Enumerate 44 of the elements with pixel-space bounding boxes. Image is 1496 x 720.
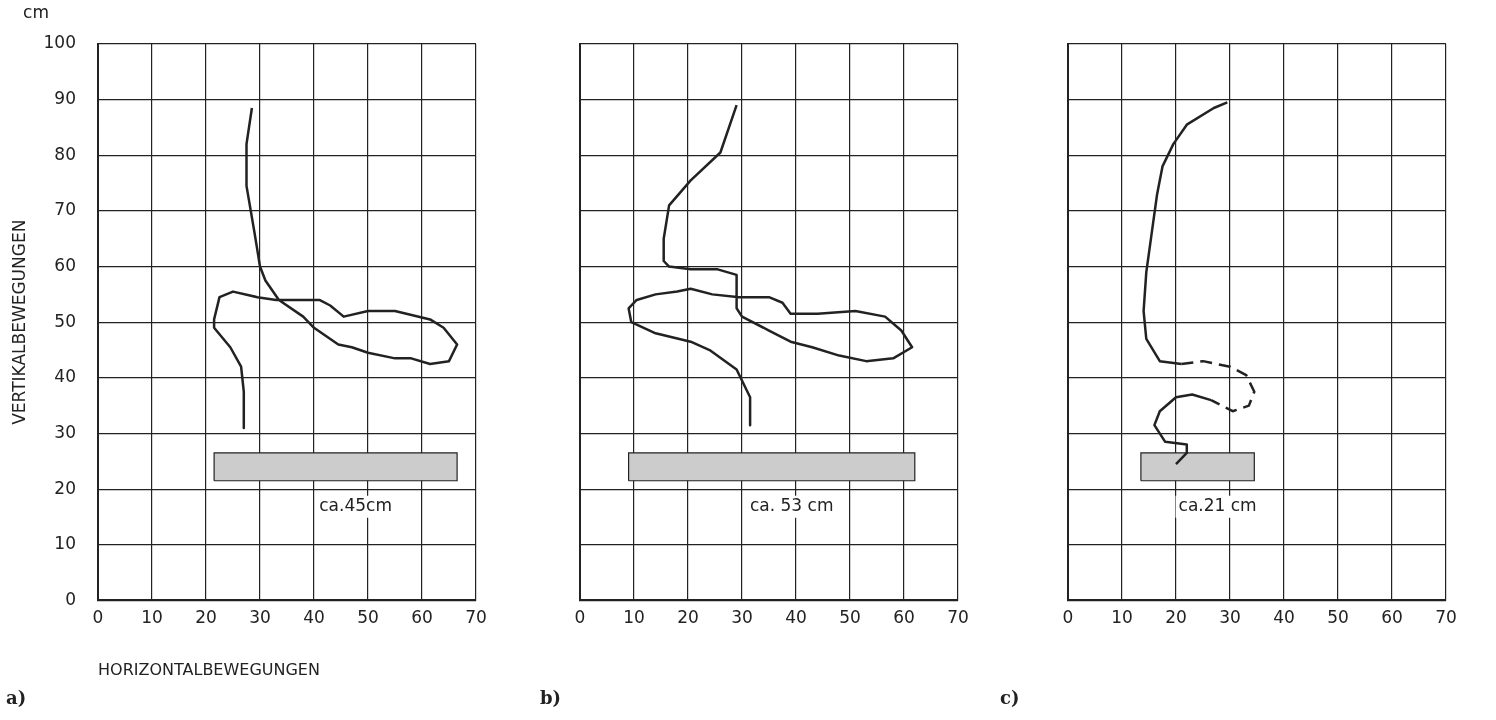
x-tick-label: 0 [92, 607, 104, 628]
y-tick-label: 70 [54, 199, 76, 220]
x-tick-label: 60 [893, 607, 915, 628]
annotation: ca.45cm [319, 495, 392, 516]
x-tick-label: 10 [623, 607, 645, 628]
y-tick-label: 60 [54, 254, 76, 275]
y-tick-label: 0 [65, 588, 76, 609]
x-tick-label: 0 [1062, 607, 1074, 628]
annotation: ca.21 cm [1178, 495, 1257, 516]
x-tick-label: 60 [1381, 607, 1403, 628]
x-tick-label: 50 [357, 607, 379, 628]
y-axis-title: VERTIKALBEWEGUNGEN [8, 219, 29, 425]
x-tick-label: 50 [1327, 607, 1349, 628]
x-tick-label: 10 [141, 607, 163, 628]
annotation: ca. 53 cm [749, 495, 834, 516]
text: b) [540, 686, 562, 708]
y-tick-label: 40 [54, 366, 76, 387]
x-tick-label: 10 [1111, 607, 1133, 628]
x-tick-label: 20 [1165, 607, 1187, 628]
x-tick-label: 30 [1219, 607, 1241, 628]
y-tick-label: 10 [54, 533, 76, 554]
x-tick-label: 70 [1435, 607, 1457, 628]
x-tick-label: 40 [303, 607, 325, 628]
x-tick-label: 30 [249, 607, 271, 628]
x-tick-label: 50 [839, 607, 861, 628]
x-tick-label: 20 [677, 607, 699, 628]
x-tick-label: 0 [574, 607, 586, 628]
y-tick-label: 30 [54, 421, 76, 442]
x-tick-label: 30 [731, 607, 753, 628]
y-tick-label: 50 [54, 310, 76, 331]
text: a) [6, 686, 27, 708]
x-tick-label: 20 [195, 607, 217, 628]
x-tick-label: 70 [947, 607, 969, 628]
x-tick-label: 70 [465, 607, 487, 628]
y-tick-label: 80 [54, 143, 76, 164]
y-tick-label: 90 [54, 88, 76, 109]
x-tick-label: 40 [785, 607, 807, 628]
x-tick-label: 40 [1273, 607, 1295, 628]
text: c) [1000, 686, 1020, 708]
text: cm [23, 2, 49, 23]
y-tick-label: 100 [43, 32, 76, 53]
y-tick-label: 20 [54, 477, 76, 498]
x-axis-title: HORIZONTALBEWEGUNGEN [98, 659, 320, 679]
x-tick-label: 60 [411, 607, 433, 628]
